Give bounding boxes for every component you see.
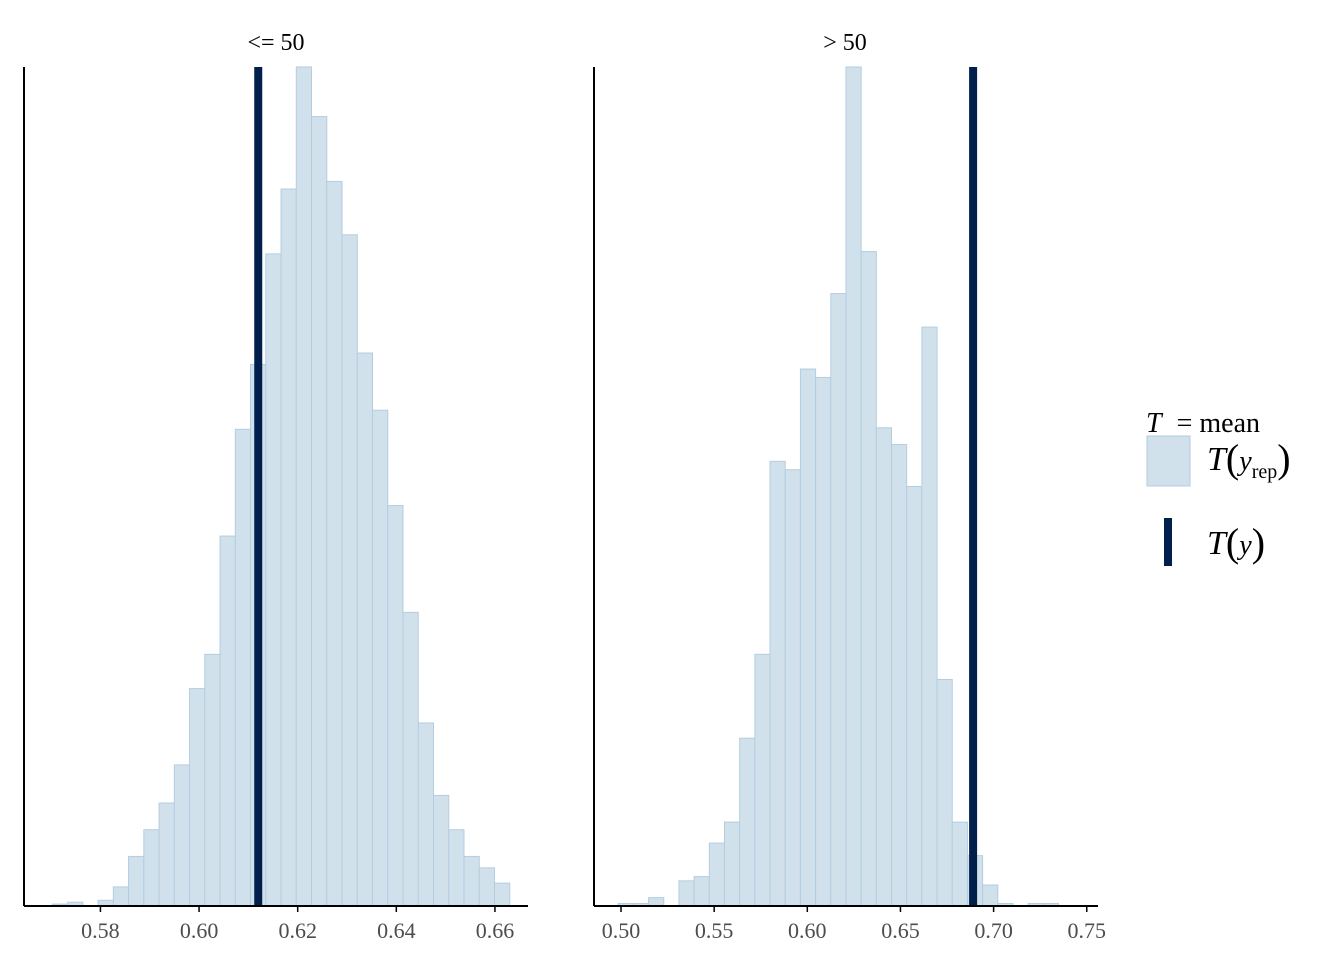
histogram-bar [417,722,434,907]
histogram-bar [219,535,236,907]
histogram-bar [432,794,450,907]
legend-rep-y: y [1236,446,1252,477]
x-tick-label: 0.62 [278,918,317,943]
x-tick-label: 0.64 [377,918,416,943]
histogram-bar [295,66,313,907]
legend-title-eq: = mean [1177,408,1260,439]
histogram-bar [830,293,847,907]
legend-rep-paren-close: ) [1277,436,1290,481]
x-tick-label: 0.55 [695,918,734,943]
legend-obs-swatch [1164,518,1172,566]
x-tick-label: 0.60 [180,918,219,943]
histogram-bar [724,821,741,907]
x-tick-label: 0.66 [476,918,515,943]
histogram-bar [678,880,695,907]
histogram-bar [891,444,908,907]
histogram-bars-le-50 [51,66,511,907]
x-tick-label: 0.75 [1068,918,1107,943]
histogram-bar [799,368,817,907]
x-tick-label: 0.65 [881,918,920,943]
histogram-bar [875,427,893,907]
histogram-bar [845,66,862,907]
histogram-bar [921,326,938,907]
histogram-bar [112,886,130,907]
legend-obs-paren-close: ) [1252,520,1265,565]
histogram-bar [326,180,343,907]
histogram-bar [189,688,206,907]
histogram-bar [387,505,404,907]
panel-title-gt-50: > 50 [823,30,867,56]
x-tick-label: 0.70 [974,918,1013,943]
panel-le-50: <= 50 0.58 0.60 0.62 0.64 0.66 [23,30,528,943]
x-tick-label: 0.60 [788,918,827,943]
observed-line-gt-50 [969,67,978,906]
histogram-bar [265,253,282,907]
histogram-bar [648,897,665,907]
legend-rep-T: T [1207,441,1228,478]
histogram-bar [493,882,511,907]
histogram-bar [158,802,175,907]
legend-rep-paren-open: ( [1226,436,1239,481]
legend-rep-sub: rep [1252,461,1278,483]
x-axis-ticks-gt-50: 0.50 0.55 0.60 0.65 0.70 0.75 [602,906,1106,943]
legend: T = mean T(yrep) T(y) [1146,408,1291,566]
histogram-bar [478,867,495,907]
observed-line-le-50 [254,67,263,906]
histogram-bar [448,829,465,907]
panel-gt-50: > 50 0.50 0.55 0.60 0.65 0.70 0.75 [593,30,1106,943]
histogram-bar [280,188,297,907]
histogram-bar [739,737,756,907]
histogram-bar [463,855,480,907]
legend-obs-T: T [1207,525,1228,562]
x-tick-label: 0.58 [81,918,120,943]
histogram-bar [173,764,191,907]
histogram-bar [356,352,374,907]
histogram-bar [815,376,832,907]
histogram-bar [860,251,877,907]
legend-obs-paren-open: ( [1226,520,1239,565]
histogram-bar [372,409,389,907]
histogram-bar [311,116,328,907]
histogram-bar [936,678,953,907]
histogram-bar [951,821,968,907]
histogram-bar [754,653,771,907]
legend-obs-y: y [1236,530,1252,561]
panel-title-le-50: <= 50 [247,30,304,56]
histogram-bar [982,884,999,907]
histogram-bar [204,653,221,907]
histogram-bar [234,428,252,907]
x-tick-label: 0.50 [602,918,641,943]
histogram-bar [693,876,710,907]
histogram-bar [128,855,145,907]
histogram-bar [341,234,358,907]
histogram-bar [784,469,801,907]
histogram-bars-gt-50 [617,66,1060,907]
legend-obs-label: T(y) [1207,520,1265,565]
histogram-bar [143,829,160,907]
legend-rep-swatch [1146,435,1191,487]
histogram-bar [769,460,786,907]
legend-title-var: T [1146,408,1164,439]
histogram-bar [708,842,726,907]
histogram-bar [906,486,923,907]
legend-rep-label: T(yrep) [1207,436,1291,483]
x-axis-ticks-le-50: 0.58 0.60 0.62 0.64 0.66 [81,906,514,943]
histogram-bar [402,611,419,907]
legend-title: T = mean [1146,408,1260,439]
